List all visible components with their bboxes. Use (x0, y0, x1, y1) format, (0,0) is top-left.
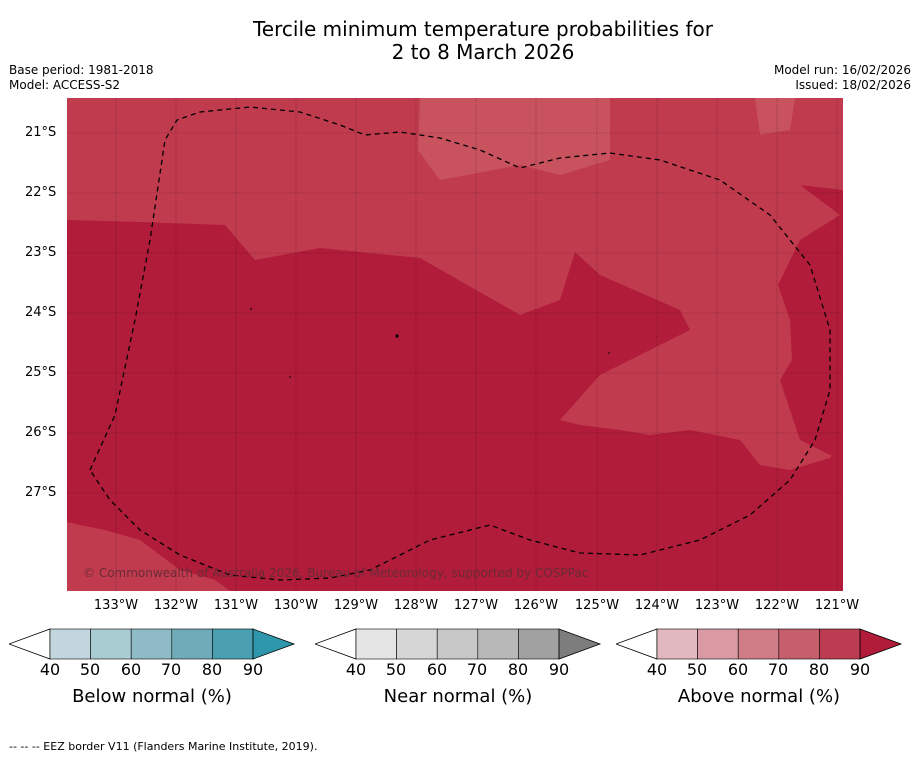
near-normal-label: Near normal (%) (383, 686, 533, 707)
colorbar-segment-4 (171, 628, 213, 660)
colorbar-high-arrow (558, 628, 602, 660)
eez-border-note: -- -- -- EEZ border V11 (Flanders Marine… (9, 740, 318, 753)
lat-label-25: 25°S (25, 365, 57, 380)
model-run-text: Model run: 16/02/2026 (773, 63, 911, 77)
model-text: Model: ACCESS-S2 (9, 78, 121, 92)
lat-label-24: 24°S (25, 305, 57, 320)
cb-near-tick-60: 60 (426, 660, 448, 679)
lon-label-124: 124°W (634, 598, 680, 613)
lon-label-125: 125°W (574, 598, 620, 613)
colorbar-high-arrow (859, 628, 903, 660)
colorbar-below-low-arrow (9, 628, 51, 660)
lat-label-21: 21°S (25, 125, 57, 140)
colorbar-below-segments (49, 628, 296, 660)
light-zone-north (240, 98, 610, 180)
colorbar-segment-3 (737, 628, 780, 660)
lat-label-22: 22°S (25, 185, 57, 200)
base-period-text: Base period: 1981-2018 (9, 63, 154, 77)
lon-label-133: 133°W (93, 598, 139, 613)
island-markers (250, 308, 610, 378)
colorbar-near-segments (355, 628, 602, 660)
colorbar-near-normal (315, 628, 602, 660)
cb-above-tick-40: 40 (646, 660, 668, 679)
eez-border (89, 106, 831, 581)
gridlines (67, 98, 843, 591)
colorbar-segment-2 (697, 628, 739, 660)
colorbar-segment-1 (49, 628, 91, 660)
cb-near-tick-90: 90 (548, 660, 570, 679)
colorbar-segment-1 (656, 628, 698, 660)
cb-near-tick-40: 40 (345, 660, 367, 679)
colorbar-segment-4 (477, 628, 519, 660)
colorbar-segment-5 (518, 628, 560, 660)
cb-near-tick-50: 50 (385, 660, 407, 679)
colorbar-above-segments (656, 628, 903, 660)
colorbar-above-low-arrow (616, 628, 658, 660)
lon-label-123: 123°W (694, 598, 740, 613)
lon-label-127: 127°W (453, 598, 499, 613)
colorbar-segment-5 (819, 628, 861, 660)
lon-label-130: 130°W (273, 598, 319, 613)
colorbar-segment-2 (396, 628, 438, 660)
colorbar-segment-3 (436, 628, 479, 660)
cb-above-tick-60: 60 (727, 660, 749, 679)
cb-above-tick-80: 80 (808, 660, 830, 679)
colorbar-high-arrow (252, 628, 296, 660)
lat-label-23: 23°S (25, 245, 57, 260)
lon-label-121: 121°W (814, 598, 860, 613)
cb-near-tick-80: 80 (507, 660, 529, 679)
map-title: Tercile minimum temperature probabilitie… (0, 18, 919, 64)
title-line-2: 2 to 8 March 2026 (391, 40, 575, 64)
cb-above-tick-90: 90 (849, 660, 871, 679)
title-line-1: Tercile minimum temperature probabilitie… (252, 17, 714, 41)
lon-label-126: 126°W (513, 598, 559, 613)
cb-below-tick-60: 60 (120, 660, 142, 679)
colorbar-near-low-arrow (315, 628, 357, 660)
colorbar-above-normal (616, 628, 903, 660)
lon-label-132: 132°W (153, 598, 199, 613)
cb-below-tick-50: 50 (79, 660, 101, 679)
lat-label-26: 26°S (25, 425, 57, 440)
lon-label-128: 128°W (393, 598, 439, 613)
below-normal-label: Below normal (%) (72, 686, 232, 707)
lon-label-131: 131°W (213, 598, 259, 613)
light-zone-ne (755, 98, 795, 135)
meta-left: Base period: 1981-2018 Model: ACCESS-S2 (9, 63, 154, 93)
colorbar-segment-5 (212, 628, 254, 660)
copyright-text: © Commonwealth of Australia 2026, Bureau… (83, 566, 589, 580)
colorbar-segment-1 (355, 628, 397, 660)
lat-label-27: 27°S (25, 485, 57, 500)
cb-below-tick-90: 90 (242, 660, 264, 679)
colorbar-segment-2 (90, 628, 132, 660)
cb-near-tick-70: 70 (466, 660, 488, 679)
colorbar-below-normal (9, 628, 296, 660)
cb-below-tick-40: 40 (39, 660, 61, 679)
above-normal-label: Above normal (%) (677, 686, 841, 707)
colorbar-segment-4 (778, 628, 820, 660)
colorbar-segment-3 (130, 628, 173, 660)
cb-above-tick-70: 70 (767, 660, 789, 679)
dark-zone-east (778, 185, 843, 458)
meta-right: Model run: 16/02/2026 Issued: 18/02/2026 (774, 63, 911, 93)
lon-label-122: 122°W (754, 598, 800, 613)
cb-above-tick-50: 50 (686, 660, 708, 679)
issued-text: Issued: 18/02/2026 (795, 78, 911, 92)
cb-below-tick-80: 80 (201, 660, 223, 679)
dark-zone-se (710, 560, 810, 591)
lon-label-129: 129°W (333, 598, 379, 613)
cb-below-tick-70: 70 (160, 660, 182, 679)
